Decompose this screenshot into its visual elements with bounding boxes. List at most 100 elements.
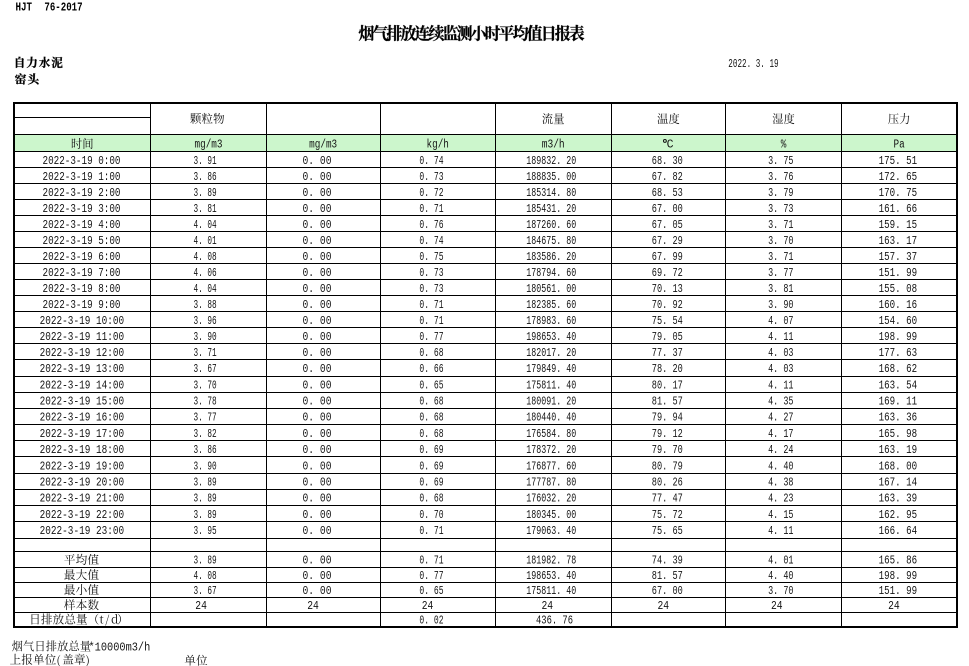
svg-text:2022-3-19 10:00: 2022-3-19 10:00	[40, 315, 125, 328]
svg-text:4. 27: 4. 27	[768, 412, 793, 425]
svg-text:176584. 80: 176584. 80	[526, 428, 576, 441]
svg-text:0. 77: 0. 77	[419, 331, 443, 344]
svg-text:2022-3-19 13:00: 2022-3-19 13:00	[40, 363, 125, 376]
svg-text:180440. 40: 180440. 40	[526, 412, 576, 425]
svg-text:189832. 20: 189832. 20	[526, 155, 576, 168]
svg-text:24: 24	[771, 600, 783, 613]
svg-text:0. 00: 0. 00	[303, 379, 332, 392]
svg-text:0. 65: 0. 65	[419, 379, 443, 392]
svg-text:0. 00: 0. 00	[303, 493, 332, 506]
svg-text:198653. 40: 198653. 40	[526, 331, 576, 344]
svg-text:24: 24	[658, 600, 670, 613]
svg-text:0. 00: 0. 00	[303, 171, 332, 184]
svg-text:75. 54: 75. 54	[652, 315, 683, 328]
svg-text:4. 24: 4. 24	[768, 444, 793, 457]
svg-text:2022-3-19 17:00: 2022-3-19 17:00	[40, 428, 125, 441]
svg-text:183586. 20: 183586. 20	[526, 251, 576, 264]
svg-text:0. 76: 0. 76	[419, 219, 443, 232]
svg-text:77. 47: 77. 47	[652, 493, 683, 506]
svg-text:0. 00: 0. 00	[303, 315, 332, 328]
svg-text:2022-3-19 8:00: 2022-3-19 8:00	[43, 283, 121, 296]
svg-text:163. 39: 163. 39	[879, 493, 918, 506]
svg-text:3. 95: 3. 95	[194, 525, 217, 538]
svg-text:67. 99: 67. 99	[652, 251, 683, 264]
svg-text:154. 60: 154. 60	[879, 315, 918, 328]
svg-text:2022-3-19 14:00: 2022-3-19 14:00	[40, 379, 125, 392]
svg-text:m3/h: m3/h	[542, 139, 565, 152]
svg-text:68. 30: 68. 30	[652, 155, 683, 168]
svg-text:198653. 40: 198653. 40	[526, 570, 576, 583]
svg-text:178794. 60: 178794. 60	[526, 267, 576, 280]
svg-text:4. 01: 4. 01	[768, 555, 793, 568]
svg-text:24: 24	[307, 600, 319, 613]
svg-text:3. 91: 3. 91	[194, 155, 217, 168]
svg-text:4. 40: 4. 40	[768, 460, 793, 473]
svg-text:166. 64: 166. 64	[879, 525, 918, 538]
svg-text:2022-3-19 4:00: 2022-3-19 4:00	[43, 219, 121, 232]
svg-text:157. 37: 157. 37	[879, 251, 918, 264]
svg-text:168. 62: 168. 62	[879, 363, 918, 376]
svg-text:77. 37: 77. 37	[652, 347, 683, 360]
svg-text:2022-3-19 16:00: 2022-3-19 16:00	[40, 412, 125, 425]
svg-text:0. 74: 0. 74	[419, 235, 443, 248]
svg-text:2022-3-19 6:00: 2022-3-19 6:00	[43, 251, 121, 264]
svg-text:0. 69: 0. 69	[419, 477, 443, 490]
svg-text:3. 79: 3. 79	[768, 187, 793, 200]
svg-text:169. 11: 169. 11	[879, 396, 918, 409]
svg-text:4. 35: 4. 35	[768, 396, 793, 409]
svg-text:78. 20: 78. 20	[652, 363, 683, 376]
svg-text:2022-3-19 9:00: 2022-3-19 9:00	[43, 299, 121, 312]
svg-text:0. 68: 0. 68	[419, 396, 443, 409]
svg-text:0. 00: 0. 00	[303, 235, 332, 248]
svg-text:2022-3-19 18:00: 2022-3-19 18:00	[40, 444, 125, 457]
svg-text:kg/h: kg/h	[427, 139, 449, 152]
svg-text:0. 00: 0. 00	[303, 331, 332, 344]
svg-text:2022-3-19 15:00: 2022-3-19 15:00	[40, 396, 125, 409]
svg-text:0. 00: 0. 00	[303, 363, 332, 376]
svg-text:4. 15: 4. 15	[768, 509, 793, 522]
svg-text:177787. 80: 177787. 80	[526, 477, 576, 490]
svg-text:187260. 60: 187260. 60	[526, 219, 576, 232]
svg-text:2022-3-19 7:00: 2022-3-19 7:00	[43, 267, 121, 280]
svg-text:3. 89: 3. 89	[194, 477, 217, 490]
svg-text:172. 65: 172. 65	[879, 171, 918, 184]
svg-text:181982. 78: 181982. 78	[526, 555, 576, 568]
svg-text:68. 53: 68. 53	[652, 187, 683, 200]
svg-text:3. 70: 3. 70	[194, 379, 217, 392]
svg-text:436. 76: 436. 76	[536, 615, 573, 628]
svg-text:3. 75: 3. 75	[768, 155, 793, 168]
svg-text:178372. 20: 178372. 20	[526, 444, 576, 457]
svg-text:0. 00: 0. 00	[303, 283, 332, 296]
svg-text:81. 57: 81. 57	[652, 396, 683, 409]
svg-text:0. 77: 0. 77	[419, 570, 443, 583]
svg-text:4. 04: 4. 04	[194, 219, 217, 232]
svg-text:0. 00: 0. 00	[303, 570, 332, 583]
svg-text:67. 00: 67. 00	[652, 585, 683, 598]
svg-text:0. 71: 0. 71	[419, 203, 443, 216]
svg-text:0. 70: 0. 70	[419, 509, 443, 522]
svg-text:180345. 00: 180345. 00	[526, 509, 576, 522]
svg-text:3. 70: 3. 70	[768, 235, 793, 248]
svg-text:163. 36: 163. 36	[879, 412, 918, 425]
svg-text:3. 90: 3. 90	[194, 331, 217, 344]
svg-text:0. 73: 0. 73	[419, 267, 443, 280]
svg-text:4. 03: 4. 03	[768, 347, 793, 360]
svg-text:167. 14: 167. 14	[879, 477, 918, 490]
svg-text:179063. 40: 179063. 40	[526, 525, 576, 538]
svg-text:0. 00: 0. 00	[303, 585, 332, 598]
svg-text:0. 68: 0. 68	[419, 347, 443, 360]
svg-text:HJT: HJT	[16, 1, 33, 14]
svg-text:24: 24	[422, 600, 434, 613]
svg-text:3. 81: 3. 81	[194, 203, 217, 216]
svg-text:4. 08: 4. 08	[194, 251, 217, 264]
svg-text:0. 68: 0. 68	[419, 428, 443, 441]
svg-text:165. 98: 165. 98	[879, 428, 918, 441]
svg-text:4. 11: 4. 11	[768, 379, 793, 392]
svg-text:4. 40: 4. 40	[768, 570, 793, 583]
svg-text:163. 19: 163. 19	[879, 444, 918, 457]
svg-text:0. 68: 0. 68	[419, 493, 443, 506]
svg-text:3. 77: 3. 77	[768, 267, 793, 280]
svg-text:0. 72: 0. 72	[419, 187, 443, 200]
svg-text:0. 00: 0. 00	[303, 219, 332, 232]
svg-text:75. 72: 75. 72	[652, 509, 683, 522]
